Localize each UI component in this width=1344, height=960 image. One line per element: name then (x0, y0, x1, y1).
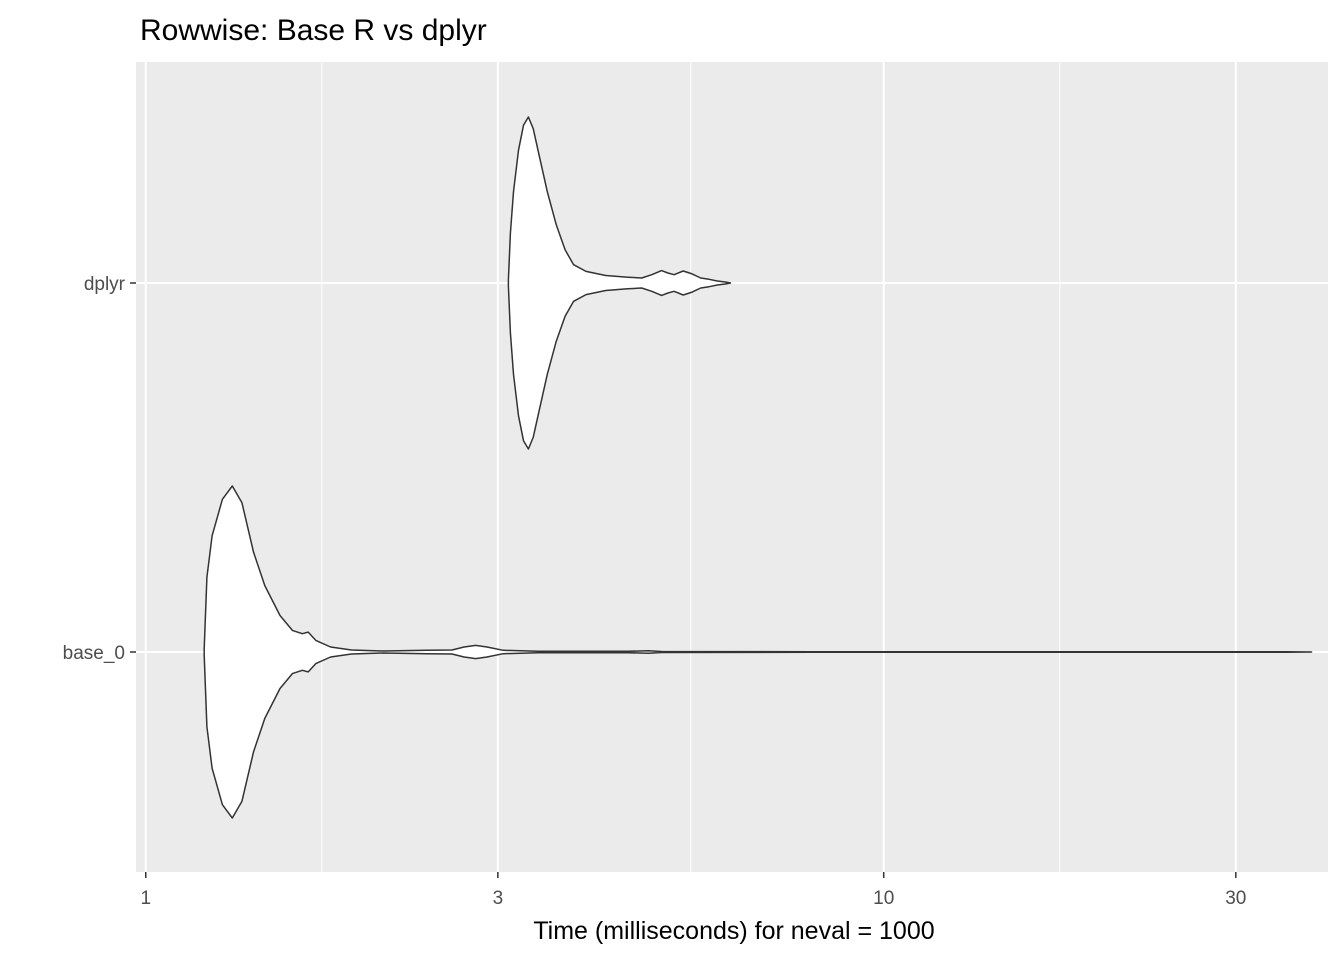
x-tick-label: 10 (873, 888, 894, 909)
x-tick-label: 1 (140, 888, 151, 909)
y-tick-label: dplyr (84, 274, 126, 295)
violin-dplyr (507, 116, 732, 450)
x-axis-title: Time (milliseconds) for neval = 1000 (533, 917, 934, 945)
x-axis: 1 3 10 30 (140, 872, 1246, 909)
y-axis: dplyr base_0 (63, 274, 136, 664)
x-tick-label: 3 (493, 888, 504, 909)
y-tick-label: base_0 (63, 643, 125, 664)
plot-panel (136, 62, 1328, 872)
x-tick-label: 30 (1225, 888, 1246, 909)
violin-base_0 (203, 485, 1313, 819)
chart-title: Rowwise: Base R vs dplyr (140, 14, 487, 47)
violins (203, 116, 1313, 819)
